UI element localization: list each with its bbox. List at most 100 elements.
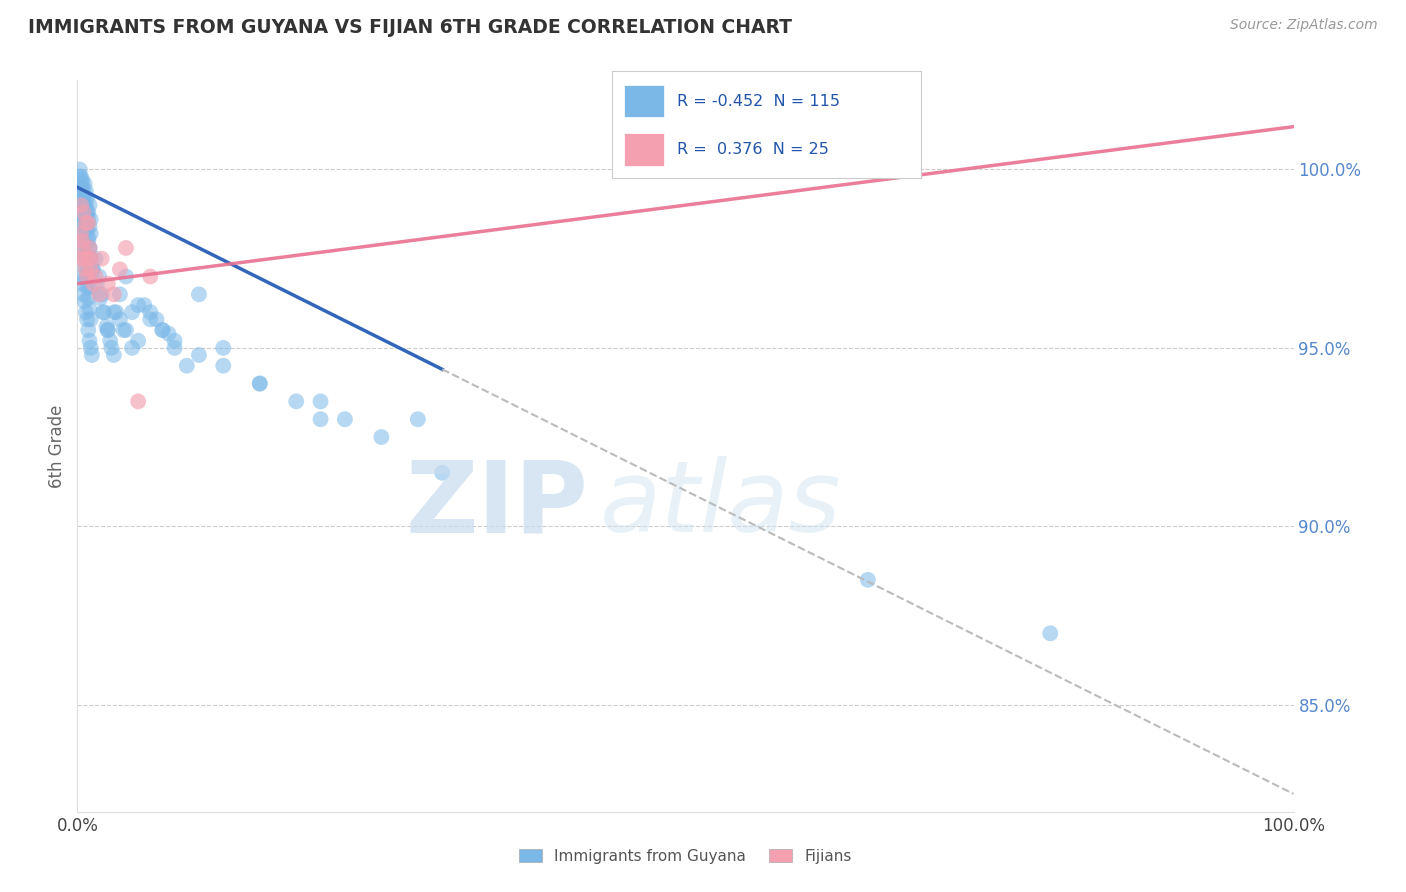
Point [127, 298, 149, 312]
Point [80, 212, 103, 227]
Text: atlas: atlas [600, 456, 842, 553]
Point [75, 248, 97, 262]
Point [72, 187, 94, 202]
Point [75, 184, 97, 198]
Point [70, 173, 93, 187]
Point [430, 466, 453, 480]
Point [75, 269, 97, 284]
Point [139, 312, 162, 326]
Point [72, 209, 94, 223]
Legend: Immigrants from Guyana, Fijians: Immigrants from Guyana, Fijians [513, 843, 858, 870]
Point [163, 341, 186, 355]
Point [97, 323, 120, 337]
Point [76, 259, 98, 273]
Point [152, 323, 174, 337]
Point [249, 376, 271, 391]
Point [100, 341, 122, 355]
Point [80, 348, 103, 362]
Point [72, 187, 94, 202]
Point [406, 412, 429, 426]
Point [89, 287, 111, 301]
Point [93, 305, 115, 319]
Point [79, 241, 101, 255]
Point [108, 287, 131, 301]
Point [73, 252, 96, 266]
Point [73, 191, 96, 205]
Point [80, 262, 103, 277]
Point [115, 323, 138, 337]
Point [188, 287, 211, 301]
Point [76, 312, 98, 326]
Point [70, 180, 93, 194]
Point [73, 294, 96, 309]
Point [76, 205, 98, 219]
Point [69, 169, 91, 184]
Point [79, 241, 101, 255]
Point [70, 277, 93, 291]
Point [70, 269, 93, 284]
Point [76, 269, 98, 284]
Point [309, 394, 332, 409]
Point [91, 305, 114, 319]
Point [70, 227, 93, 241]
Point [79, 280, 101, 294]
Point [103, 305, 125, 319]
Point [79, 301, 101, 316]
Point [70, 198, 93, 212]
Point [115, 269, 138, 284]
Point [72, 241, 94, 255]
Point [72, 227, 94, 241]
Point [75, 198, 97, 212]
Bar [624, 86, 664, 118]
Bar [624, 134, 664, 166]
Point [157, 326, 180, 341]
Point [70, 177, 93, 191]
Point [69, 162, 91, 177]
Point [86, 277, 108, 291]
Point [115, 241, 138, 255]
Point [70, 169, 93, 184]
Point [212, 359, 235, 373]
Point [79, 198, 101, 212]
Point [80, 252, 103, 266]
Point [80, 252, 103, 266]
Point [84, 269, 107, 284]
Point [80, 262, 103, 277]
Point [108, 262, 131, 277]
Point [73, 198, 96, 212]
Point [77, 216, 100, 230]
Point [856, 573, 879, 587]
Point [80, 312, 103, 326]
Point [73, 259, 96, 273]
Point [77, 205, 100, 219]
Point [70, 202, 93, 216]
Point [108, 312, 131, 326]
Point [77, 252, 100, 266]
Point [69, 216, 91, 230]
Point [79, 334, 101, 348]
Point [103, 348, 125, 362]
Point [77, 230, 100, 244]
Point [77, 291, 100, 305]
Point [80, 227, 103, 241]
Point [152, 323, 174, 337]
Point [73, 198, 96, 212]
Point [249, 376, 271, 391]
Point [77, 212, 100, 227]
Point [139, 269, 162, 284]
Point [89, 291, 111, 305]
Point [72, 287, 94, 301]
Point [163, 334, 186, 348]
Point [103, 287, 125, 301]
Text: R =  0.376  N = 25: R = 0.376 N = 25 [676, 142, 828, 157]
Point [139, 305, 162, 319]
Point [75, 305, 97, 319]
Point [212, 341, 235, 355]
Point [188, 348, 211, 362]
Point [1039, 626, 1062, 640]
Point [121, 305, 143, 319]
Point [89, 269, 111, 284]
Point [75, 216, 97, 230]
Point [76, 223, 98, 237]
Point [370, 430, 392, 444]
